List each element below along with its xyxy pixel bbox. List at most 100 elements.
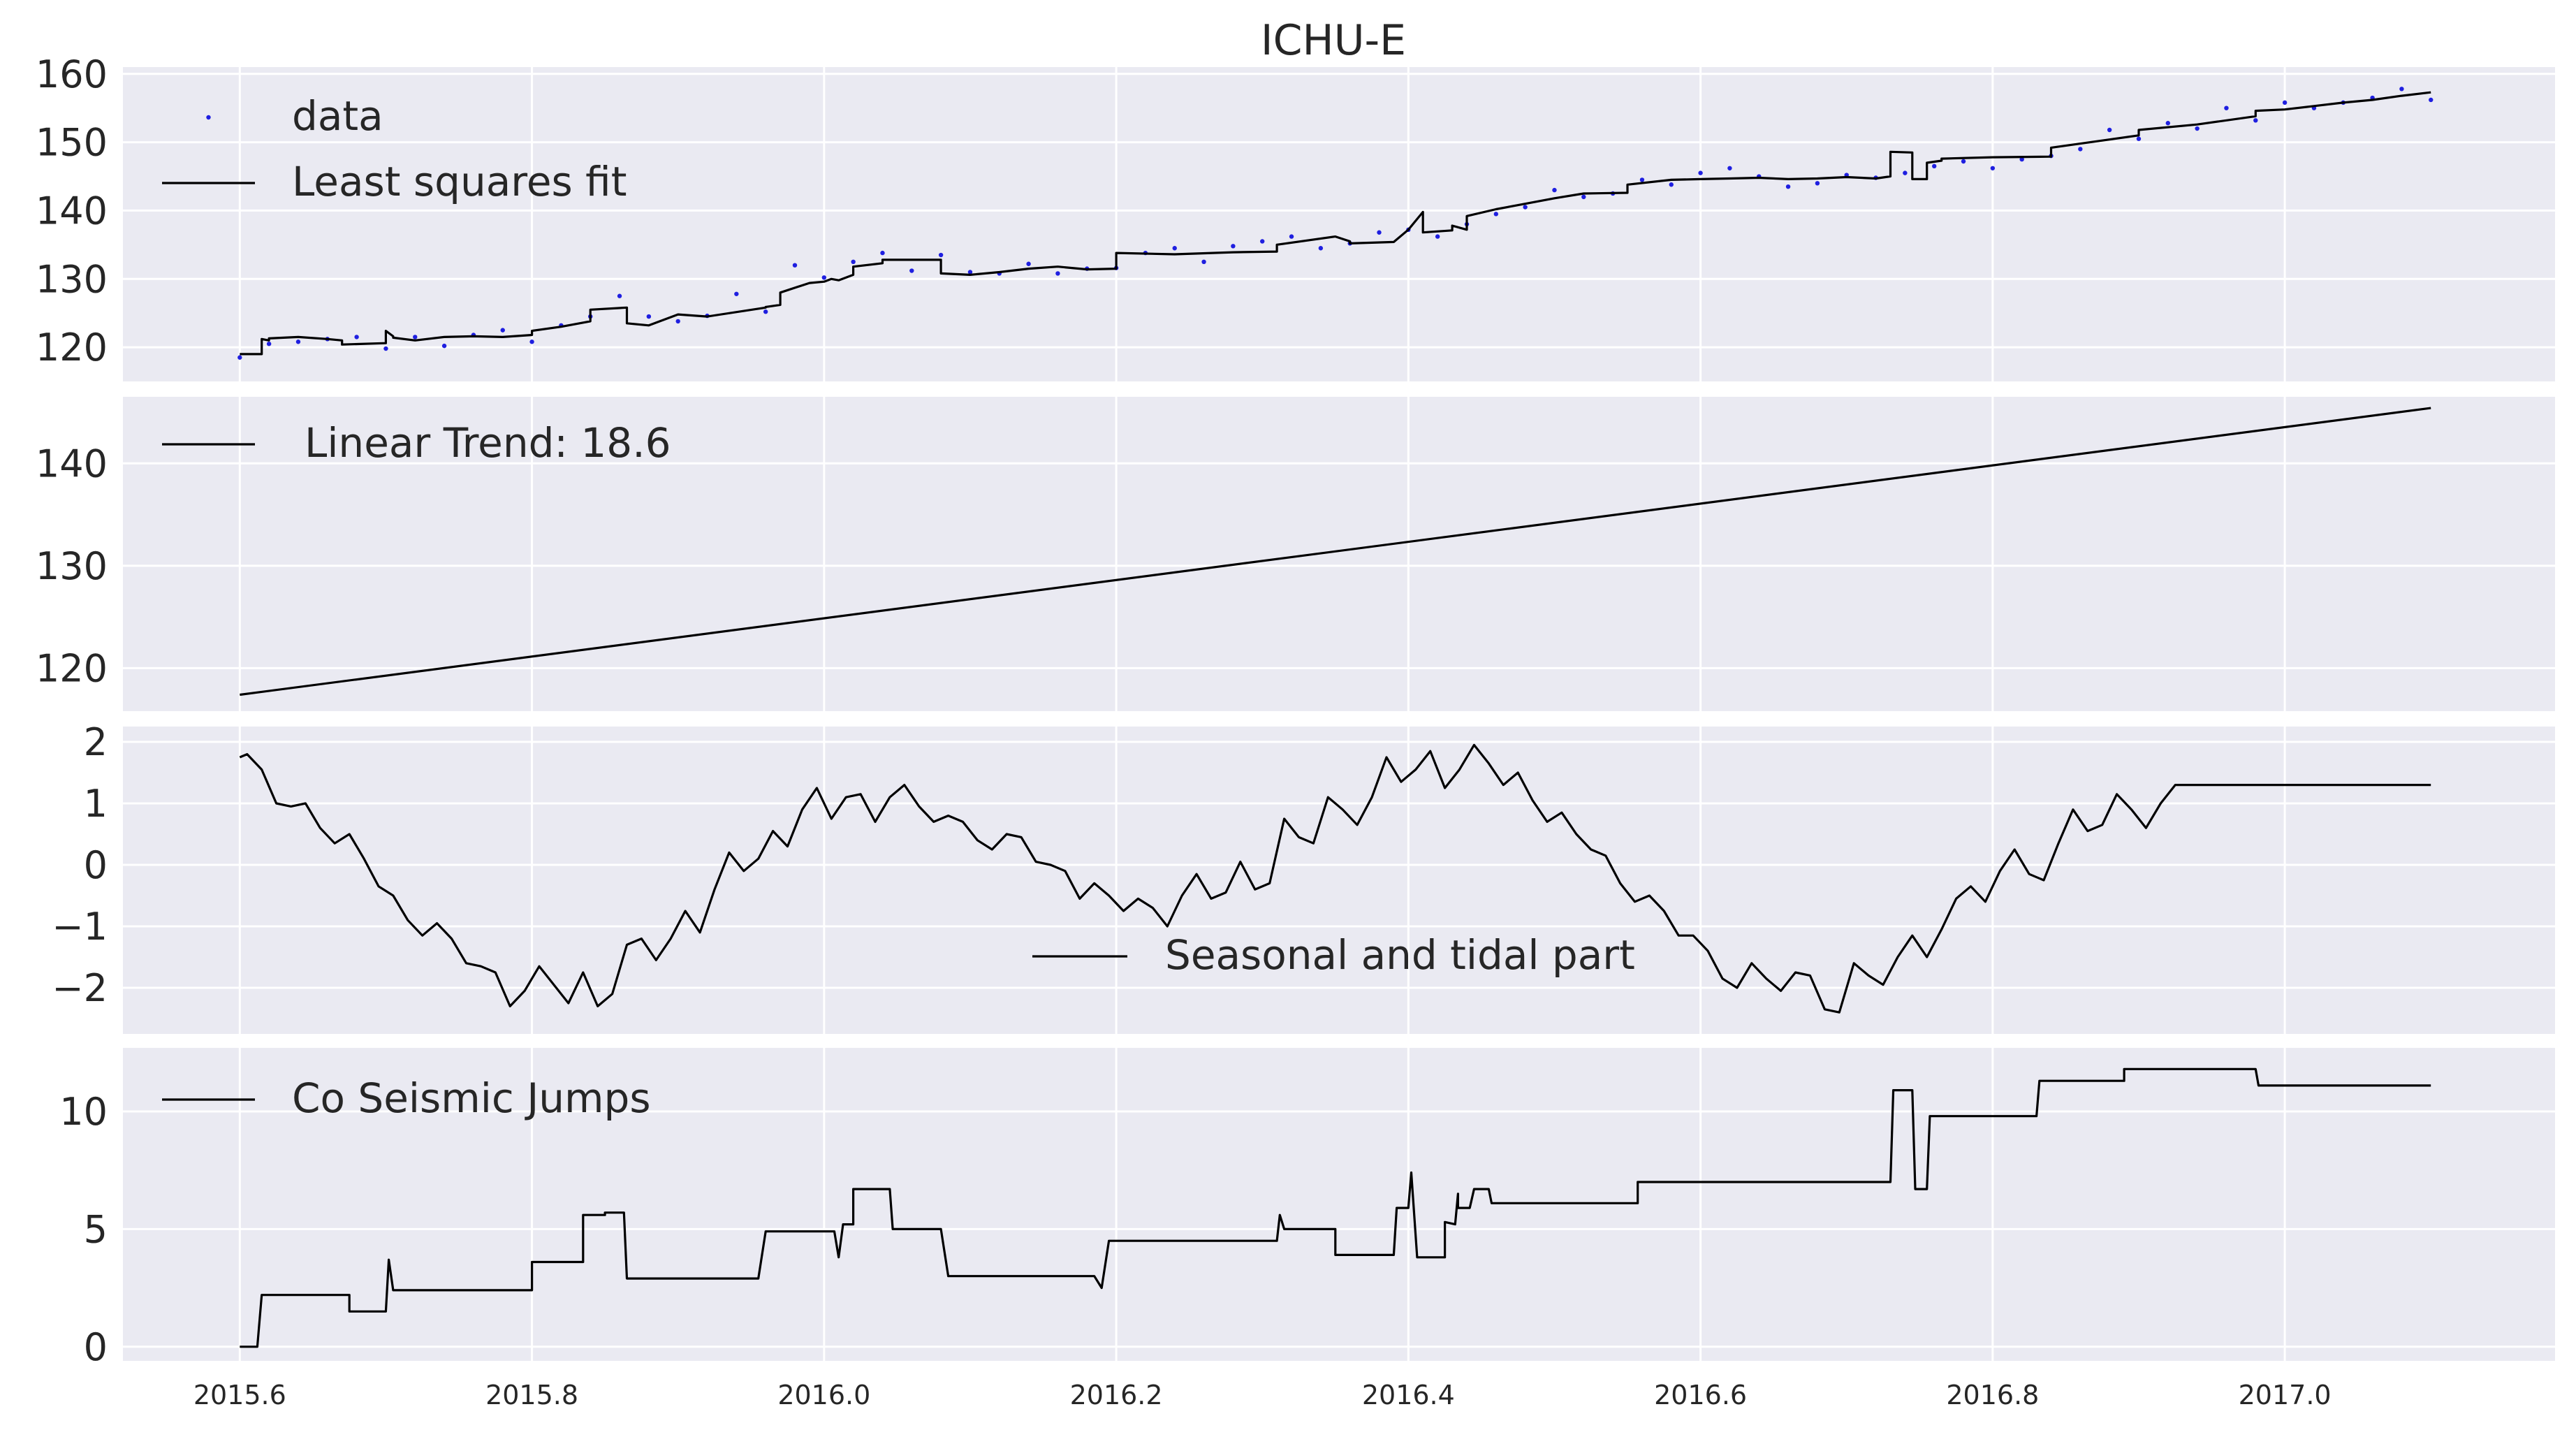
x-tick-label: 2016.4 [1362,1380,1455,1410]
y-tick-label: 140 [36,189,108,233]
y-tick-label: 150 [36,121,108,165]
data-point [1932,163,1937,169]
legend-label: Least squares fit [292,158,627,205]
data-point [1698,170,1703,175]
data-point [237,355,242,360]
data-point [1961,159,1966,164]
y-tick-label: 0 [84,843,108,887]
data-point [2136,136,2142,141]
data-point [1581,194,1586,200]
x-tick-label: 2016.2 [1070,1380,1163,1410]
data-point [1523,205,1528,210]
y-tick-label: 120 [36,326,108,370]
data-point [967,270,973,275]
series-line-seasonal-and-tidal-part [239,743,2431,1014]
legend-label: data [292,92,383,140]
x-tick-label: 2016.6 [1654,1380,1747,1410]
y-tick-label: −2 [52,966,108,1010]
x-tick-label: 2017.0 [2239,1380,2332,1410]
legend-label: Co Seismic Jumps [292,1074,651,1122]
data-point [1815,181,1820,186]
data-point [2078,147,2083,152]
data-point [383,346,388,351]
y-tick-label: 130 [36,544,108,588]
data-point [1172,246,1177,251]
data-point [821,275,827,280]
data-point [2165,121,2171,126]
data-point [1318,246,1324,251]
data-point [909,268,914,273]
x-tick-label: 2016.0 [777,1380,870,1410]
data-point [1055,271,1060,276]
chart-title: ICHU-E [1261,16,1406,65]
plot-area [123,67,2555,381]
data-point [1026,261,1031,266]
data-point [1435,234,1440,239]
data-point [1903,170,1908,175]
legend-label: Seasonal and tidal part [1165,931,1635,979]
data-point [851,259,856,265]
data-point [734,291,739,296]
y-tick-label: 130 [36,257,108,301]
data-point [880,250,885,256]
data-point [354,335,359,340]
data-point [938,252,944,258]
panel-bottom: 10 5 0 Co Seismic Jumps 2015.6 2015.8 2016.0 20… [59,1048,2555,1410]
data-point [1289,234,1294,239]
y-tick-label: 2 [84,720,108,764]
data-point [413,335,418,340]
data-point [2019,156,2024,162]
y-tick-label: −1 [52,905,108,949]
y-tick-label: 0 [84,1325,108,1369]
data-point [2399,87,2404,92]
legend: Linear Trend: 18.6 [162,419,671,467]
plot-area [123,397,2555,711]
legend: Seasonal and tidal part [1032,931,1635,979]
plot-area [123,1048,2555,1361]
legend-label: Linear Trend: 18.6 [305,419,671,467]
data-point [1377,230,1382,235]
y-tick-label: 140 [36,442,108,486]
panel-second: 120 130 140 Linear Trend: 18.6 [36,397,2555,711]
data-point [295,340,301,344]
data-point [1493,212,1499,217]
y-tick-label: 10 [59,1090,108,1134]
x-tick-label: 2015.8 [485,1380,578,1410]
legend: Co Seismic Jumps [162,1074,651,1122]
y-tick-label: 1 [84,782,108,826]
series-data [237,87,2434,360]
series-line-co-seismic-jumps [240,1067,2431,1348]
data-point [792,263,798,268]
data-point [1669,182,1674,187]
panel-top: 120 130 140 150 160 data Least squares fit [36,52,2555,381]
data-point [500,328,505,333]
data-point [617,293,622,298]
data-point [2107,127,2112,133]
legend-marker [206,115,211,120]
data-point [1201,259,1206,265]
data-point [266,341,272,346]
data-point [441,343,447,349]
series-line-linear-trend-18-6 [240,407,2431,696]
data-point [2282,100,2288,105]
data-point [529,340,534,344]
y-tick-label: 5 [84,1207,108,1251]
data-point [1727,166,1732,170]
data-point [1785,184,1791,189]
data-point [763,309,768,314]
x-tick-label: 2016.8 [1946,1380,2039,1410]
data-point [1552,187,1557,193]
data-point [2429,97,2434,103]
data-point [675,319,680,324]
panel-third: 2 1 0 −1 −2 Seasonal and tidal part [52,720,2555,1034]
data-point [1990,166,1996,170]
legend: data Least squares fit [162,92,627,205]
y-tick-label: 120 [36,646,108,690]
data-point [1231,244,1236,249]
data-point [646,314,652,319]
data-point [2195,126,2200,131]
series-line-least-squares-fit [240,91,2431,356]
data-point [1260,239,1265,244]
